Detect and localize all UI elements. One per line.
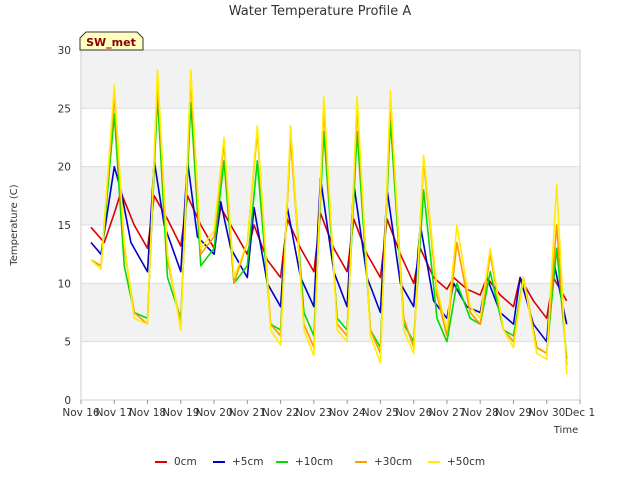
x-tick-label: Dec 1 [565, 407, 595, 419]
grid-band [81, 50, 580, 109]
x-tick-label: Nov 16 [62, 407, 100, 419]
x-tick-label: Nov 24 [329, 407, 367, 419]
chart-title: Water Temperature Profile A [229, 4, 412, 19]
series-line-+50cm [90, 69, 568, 375]
y-axis-label: Temperature (C) [9, 184, 20, 266]
x-axis-label: Time [553, 425, 578, 436]
y-tick-label: 30 [58, 45, 71, 57]
annotation-badge: SW_met [79, 31, 144, 51]
legend: 0cm +5cm +10cm +30cm +50cm [155, 456, 485, 468]
y-tick-label: 15 [58, 220, 71, 232]
x-tick-label: Nov 29 [495, 407, 532, 419]
x-tick-label: Nov 22 [262, 407, 299, 419]
y-tick-label: 20 [58, 162, 71, 174]
x-tick-label: Nov 28 [462, 407, 499, 419]
x-tick-label: Nov 19 [162, 407, 199, 419]
legend-item-label: +10cm [295, 456, 333, 468]
annotation-box [79, 31, 144, 51]
series-lines [90, 69, 568, 375]
x-tick-label: Nov 30 [528, 407, 565, 419]
x-tick-label: Nov 27 [428, 407, 465, 419]
y-tick-label: 10 [58, 278, 71, 290]
plot-frame [80, 49, 581, 401]
x-tick-label: Nov 18 [129, 407, 166, 419]
x-tick-label: Nov 26 [395, 407, 433, 419]
y-axis: 0 5 10 15 20 25 30 [58, 45, 71, 407]
legend-item-label: +5cm [232, 456, 263, 468]
y-tick-label: 0 [64, 395, 71, 407]
legend-item-label: 0cm [174, 456, 197, 468]
legend-item-label: +50cm [447, 456, 485, 468]
y-tick-label: 25 [58, 103, 71, 115]
x-tick-label: Nov 21 [229, 407, 266, 419]
legend-item-label: +30cm [374, 456, 412, 468]
x-tick-label: Nov 25 [362, 407, 399, 419]
x-tick-label: Nov 17 [96, 407, 133, 419]
annotation-text: SW_met [86, 36, 136, 49]
x-tick-label: Nov 23 [295, 407, 332, 419]
x-tick-label: Nov 20 [195, 407, 232, 419]
y-tick-label: 5 [64, 337, 71, 349]
